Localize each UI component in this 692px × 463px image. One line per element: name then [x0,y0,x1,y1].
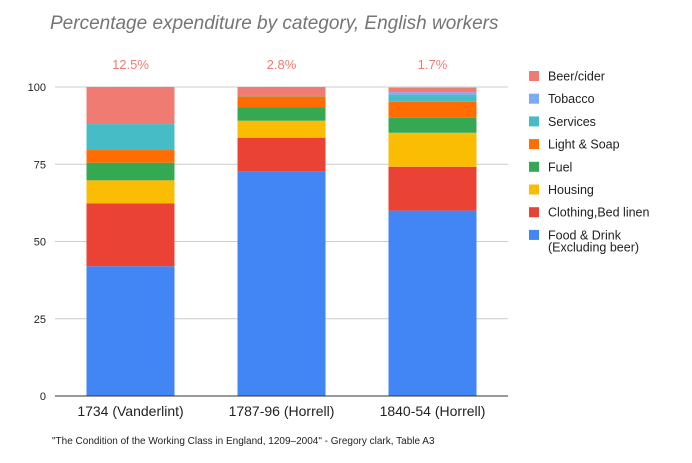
source-note: "The Condition of the Working Class in E… [52,436,435,447]
bar-segment [237,120,326,138]
legend-swatch [529,229,539,240]
bar-segment [237,96,326,108]
bar-segment [237,87,326,96]
bar-segment [86,266,175,396]
legend-label: Light & Soap [548,138,620,152]
legend: Beer/cider Tobacco Services Light & Soap Fue… [529,70,650,254]
legend-label: Fuel [548,160,572,174]
bar-annotation: 12.5% [112,57,149,72]
x-tick-label: 1734 (Vanderlint) [77,403,183,419]
bar-segment [237,137,326,172]
legend-swatch [529,116,539,127]
legend-label: Beer/cider [548,70,605,84]
bar-annotation: 2.8% [267,57,297,72]
bar-segment [86,203,175,267]
legend-swatch [529,139,539,150]
bar-segment [388,117,477,133]
x-tick-label: 1840-54 (Horrell) [380,403,486,419]
bar-segment [388,87,477,93]
legend-swatch [529,161,539,172]
bar-segment [388,132,477,167]
bars [86,87,477,396]
bar-segment [388,166,477,211]
bar-segment [388,92,477,95]
bar-segment [86,180,175,204]
legend-swatch [529,184,539,195]
bar-segment [237,171,326,396]
legend-label: Clothing,Bed linen [548,206,650,220]
bar-segment [86,150,175,163]
y-tick-label: 75 [34,159,46,171]
legend-swatch [529,207,539,218]
y-tick-label: 50 [34,237,46,249]
legend-label: Food & Drink (Excluding beer) [548,228,639,254]
y-tick-label: 0 [40,391,46,403]
bar-segment [388,210,477,396]
chart-title: Percentage expenditure by category, Engl… [50,13,499,34]
legend-label: Services [548,115,596,129]
bar-segment [237,107,326,121]
bar-annotations: 12.5% 2.8% 1.7% [112,57,448,72]
bar-segment [388,101,477,118]
legend-swatch [529,93,539,104]
legend-label: Housing [548,183,594,197]
y-tick-label: 100 [28,82,46,94]
bar-annotation: 1.7% [418,57,448,72]
bar-segment [388,94,477,102]
y-tick-label: 25 [34,314,46,326]
legend-swatch [529,71,539,81]
legend-label: Tobacco [548,92,595,106]
x-axis-ticks: 1734 (Vanderlint) 1787-96 (Horrell) 1840-5… [77,403,485,419]
bar-segment [86,124,175,151]
x-tick-label: 1787-96 (Horrell) [229,403,335,419]
y-axis-ticks: 0 25 50 75 100 [28,82,46,403]
bar-segment [86,87,175,125]
bar-segment [86,162,175,181]
